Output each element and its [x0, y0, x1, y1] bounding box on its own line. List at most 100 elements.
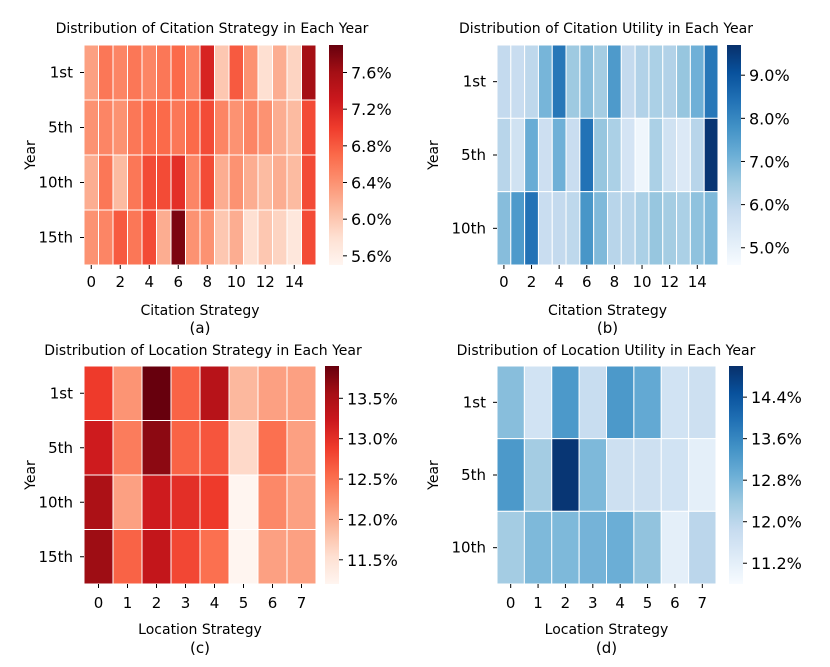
heatmap-cell — [676, 191, 691, 266]
heatmap-cell — [199, 209, 215, 266]
colorbar-tick-label: 7.6% — [351, 64, 392, 83]
heatmap-cell — [257, 474, 288, 530]
heatmap-cell — [301, 44, 317, 101]
heatmap-cell — [688, 510, 717, 585]
heatmap-cell — [496, 44, 512, 119]
heatmap-cell — [551, 365, 580, 440]
colorbar-tick-label: 13.6% — [751, 430, 802, 449]
heatmap-cell — [593, 117, 609, 193]
heatmap-cell — [286, 474, 317, 530]
heatmap-cell — [510, 44, 526, 119]
heatmap-cell — [112, 529, 143, 585]
x-tick-label: 10 — [632, 273, 651, 291]
x-tick-label: 6 — [582, 273, 592, 291]
x-tick-label: 6 — [670, 594, 680, 612]
x-tick-label: 0 — [506, 594, 516, 612]
panel-caption: (d) — [596, 639, 617, 657]
heatmap-cell — [156, 44, 172, 101]
heatmap-cell — [537, 44, 553, 119]
heatmap-cell — [141, 44, 157, 101]
x-tick-label: 8 — [202, 273, 212, 291]
x-tick-label: 3 — [588, 594, 598, 612]
panel-caption: (c) — [190, 639, 210, 657]
heatmap-cell — [83, 365, 114, 421]
heatmap-cell — [496, 191, 512, 266]
x-tick-label: 0 — [94, 594, 104, 612]
heatmap-cell — [524, 44, 539, 119]
x-tick-label: 2 — [152, 594, 162, 612]
x-tick-label: 2 — [561, 594, 571, 612]
x-tick-label: 8 — [610, 273, 620, 291]
heatmap-cell — [199, 474, 230, 530]
x-tick-label: 0 — [499, 273, 509, 291]
heatmap-cell — [156, 154, 172, 211]
y-tick-label: 5th — [48, 439, 73, 457]
chart-title: Distribution of Location Utility in Each… — [457, 343, 756, 359]
x-axis-label: Citation Strategy — [141, 303, 260, 319]
colorbar-tick-label: 12.5% — [347, 470, 398, 489]
heatmap-cell — [620, 117, 636, 193]
heatmap-cell — [662, 191, 678, 266]
colorbar-tick-label: 5.0% — [749, 239, 790, 258]
x-tick-label: 2 — [115, 273, 125, 291]
heatmap-cell — [272, 44, 288, 101]
x-axis-label: Location Strategy — [138, 622, 262, 638]
heatmap-cell — [112, 420, 143, 476]
heatmap-cell — [689, 117, 705, 193]
heatmap-cell — [565, 117, 581, 193]
heatmap-cell — [214, 44, 230, 101]
colorbar-tick-label: 7.0% — [749, 152, 790, 171]
heatmap-cell — [141, 99, 157, 156]
colorbar-tick-label: 8.0% — [749, 109, 790, 128]
y-tick-label: 15th — [39, 229, 73, 247]
panel-caption: (a) — [190, 319, 211, 337]
heatmap-cell — [660, 438, 690, 512]
heatmap-cell — [634, 44, 650, 119]
heatmap-cell — [510, 117, 526, 193]
heatmap-cell — [689, 44, 705, 119]
heatmap-cell — [156, 99, 172, 156]
x-tick-label: 14 — [285, 273, 304, 291]
heatmap-cell — [634, 191, 650, 266]
heatmap-cell — [676, 44, 691, 119]
heatmap-cell — [634, 117, 650, 193]
heatmap-cell — [257, 365, 288, 421]
colorbar — [325, 366, 339, 584]
heatmap-cell — [257, 99, 273, 156]
heatmap-cell — [127, 99, 143, 156]
y-axis-label: Year — [23, 460, 39, 491]
x-tick-label: 4 — [144, 273, 154, 291]
colorbar-tick-label: 5.6% — [351, 247, 392, 266]
heatmap-cell — [301, 99, 317, 156]
heatmap-cell — [660, 365, 690, 440]
heatmap-cell — [689, 191, 705, 266]
colorbar-tick-label: 12.0% — [347, 510, 398, 529]
x-axis-label: Location Strategy — [545, 622, 669, 638]
heatmap-cell — [243, 154, 259, 211]
colorbar-tick-label: 12.0% — [751, 513, 802, 532]
x-tick-label: 5 — [239, 594, 249, 612]
heatmap-cell — [199, 154, 215, 211]
heatmap-cell — [98, 44, 114, 101]
heatmap-cell — [214, 99, 230, 156]
heatmap-cell — [565, 191, 581, 266]
heatmap-cell — [228, 209, 244, 266]
heatmap-cell — [243, 44, 259, 101]
heatmap-cell — [524, 191, 539, 266]
heatmap-cell — [286, 209, 302, 266]
heatmap-cell — [301, 209, 317, 266]
heatmap-cell — [579, 44, 595, 119]
heatmap-cell — [578, 510, 608, 585]
x-tick-label: 1 — [533, 594, 543, 612]
heatmap-cell — [607, 44, 622, 119]
heatmap-cell — [112, 209, 128, 266]
heatmap-cell — [141, 474, 172, 530]
y-tick-label: 5th — [461, 146, 486, 164]
colorbar — [727, 45, 741, 265]
x-tick-label: 6 — [173, 273, 183, 291]
heatmap-cell — [648, 191, 664, 266]
y-axis-label: Year — [23, 140, 39, 171]
heatmap-cell — [551, 438, 580, 512]
heatmap-cell — [648, 44, 664, 119]
